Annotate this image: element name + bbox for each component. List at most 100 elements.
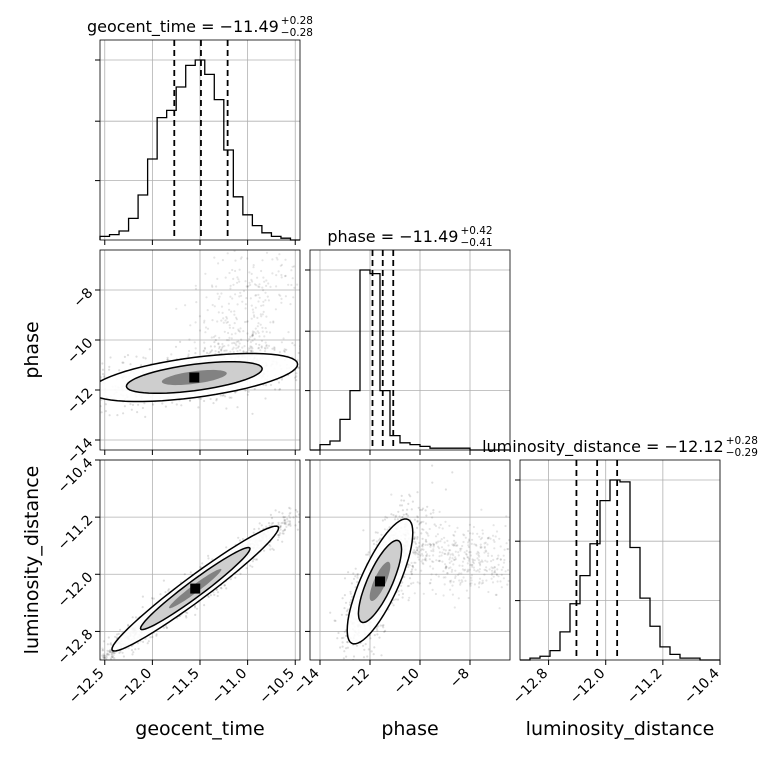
- sample-point: [286, 517, 289, 521]
- sample-point: [244, 307, 247, 310]
- sample-point: [217, 342, 220, 345]
- sample-point: [101, 362, 104, 365]
- sample-point: [343, 577, 347, 580]
- sample-point: [428, 554, 431, 557]
- sample-point: [220, 348, 223, 351]
- sample-point: [281, 532, 284, 535]
- sample-point: [498, 607, 501, 610]
- sample-point: [237, 278, 240, 281]
- sample-point: [123, 355, 126, 358]
- sample-point: [235, 318, 238, 321]
- sample-point: [265, 284, 268, 287]
- sample-point: [490, 554, 493, 558]
- sample-point: [414, 551, 417, 554]
- sample-point: [110, 656, 113, 659]
- sample-point: [230, 337, 233, 340]
- sample-point: [420, 569, 423, 572]
- sample-point: [408, 596, 411, 599]
- sample-point: [257, 322, 260, 325]
- sample-point: [222, 321, 225, 324]
- sample-point: [269, 321, 272, 324]
- title-lower-error: −0.41: [460, 237, 492, 249]
- sample-point: [405, 512, 408, 516]
- sample-point: [490, 566, 493, 569]
- sample-point: [428, 542, 431, 545]
- sample-point: [238, 539, 242, 542]
- sample-point: [96, 369, 98, 371]
- sample-point: [209, 345, 212, 348]
- sample-point: [356, 576, 359, 579]
- sample-point: [218, 347, 221, 350]
- sample-point: [216, 591, 220, 594]
- sample-point: [345, 647, 348, 650]
- sample-point: [488, 568, 491, 571]
- sample-point: [112, 661, 114, 663]
- sample-point: [452, 533, 455, 537]
- sample-point: [464, 536, 467, 539]
- sample-point: [437, 559, 440, 563]
- sample-point: [280, 341, 283, 344]
- sample-point: [262, 276, 265, 279]
- sample-point: [162, 579, 165, 582]
- sample-point: [378, 537, 382, 540]
- sample-point: [458, 564, 461, 567]
- sample-point: [436, 533, 439, 536]
- sample-point: [126, 623, 130, 627]
- sample-point: [402, 513, 405, 516]
- sample-point: [233, 250, 236, 252]
- sample-point: [280, 273, 283, 277]
- sample-point: [244, 389, 247, 392]
- sample-point: [238, 268, 241, 271]
- sample-point: [454, 550, 457, 553]
- sample-point: [485, 579, 488, 582]
- sample-point: [451, 552, 454, 555]
- sample-point: [280, 301, 283, 304]
- sample-point: [494, 571, 497, 574]
- sample-point: [180, 404, 183, 407]
- sample-point: [421, 561, 424, 565]
- sample-point: [431, 567, 435, 570]
- sample-point: [108, 650, 111, 653]
- sample-point: [278, 293, 281, 296]
- sample-point: [454, 530, 457, 533]
- sample-point: [215, 285, 218, 288]
- sample-point: [228, 336, 231, 339]
- sample-point: [195, 301, 198, 304]
- sample-point: [460, 579, 463, 582]
- sample-point: [365, 338, 367, 340]
- sample-point: [473, 543, 476, 546]
- sample-point: [511, 565, 513, 567]
- sample-point: [231, 342, 234, 345]
- sample-point: [188, 399, 192, 402]
- sample-point: [220, 319, 223, 322]
- sample-point: [416, 548, 419, 551]
- sample-point: [500, 586, 503, 589]
- sample-point: [425, 514, 428, 517]
- sample-point: [480, 582, 483, 585]
- sample-point: [480, 536, 484, 540]
- x-axis-label-geocent_time: geocent_time: [135, 718, 264, 740]
- sample-point: [365, 553, 368, 556]
- sample-point: [52, 408, 54, 410]
- sample-point: [225, 315, 228, 319]
- sample-point: [295, 379, 298, 382]
- sample-point: [265, 330, 268, 333]
- sample-point: [102, 654, 105, 657]
- sample-point: [473, 569, 476, 572]
- sample-point: [424, 543, 427, 547]
- sample-point: [448, 524, 451, 527]
- sample-point: [293, 265, 296, 268]
- sample-point: [376, 369, 378, 371]
- sample-point: [217, 262, 220, 265]
- sample-point: [486, 543, 489, 546]
- sample-point: [217, 343, 220, 346]
- histogram-layer: [99, 40, 720, 661]
- sample-point: [267, 344, 271, 347]
- sample-point: [470, 579, 473, 582]
- sample-point: [400, 499, 403, 502]
- sample-point: [453, 539, 456, 543]
- sample-point: [415, 546, 418, 549]
- sample-point: [432, 509, 435, 512]
- sample-point: [278, 388, 281, 391]
- sample-point: [408, 493, 411, 496]
